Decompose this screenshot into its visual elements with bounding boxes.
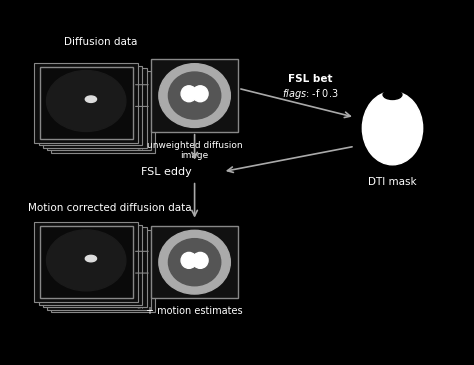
Bar [35, 222, 138, 302]
Bar [51, 73, 155, 153]
Ellipse shape [362, 92, 423, 165]
Ellipse shape [85, 255, 97, 262]
Bar [39, 226, 133, 298]
Bar [151, 226, 238, 299]
Text: + motion estimates: + motion estimates [146, 306, 243, 316]
Ellipse shape [46, 230, 126, 291]
Ellipse shape [159, 64, 230, 127]
Text: ...: ... [136, 303, 144, 311]
Text: unweighted diffusion
image: unweighted diffusion image [147, 141, 242, 160]
Text: $\it{flags}$: -f 0.3: $\it{flags}$: -f 0.3 [282, 87, 338, 101]
Bar [355, 88, 430, 168]
Ellipse shape [168, 72, 221, 119]
Text: FSL eddy: FSL eddy [141, 167, 191, 177]
Text: Motion corrected diffusion data: Motion corrected diffusion data [28, 203, 191, 213]
Ellipse shape [181, 86, 197, 102]
Ellipse shape [383, 90, 402, 100]
Bar [47, 70, 151, 150]
Bar [151, 59, 238, 132]
Bar [35, 63, 138, 143]
Bar [51, 233, 155, 312]
Ellipse shape [181, 253, 197, 268]
Text: Diffusion data: Diffusion data [64, 36, 137, 47]
Ellipse shape [159, 230, 230, 294]
Ellipse shape [85, 96, 97, 103]
Bar [43, 227, 146, 307]
Bar [38, 225, 142, 304]
Bar [43, 68, 146, 148]
Text: FSL bet: FSL bet [288, 74, 332, 84]
Bar [39, 67, 133, 139]
Bar [38, 65, 142, 145]
Text: DTI mask: DTI mask [368, 177, 417, 187]
Ellipse shape [168, 239, 221, 286]
Text: ...: ... [136, 143, 144, 152]
Ellipse shape [192, 253, 208, 268]
Bar [47, 230, 151, 310]
Ellipse shape [46, 70, 126, 131]
Ellipse shape [192, 86, 208, 102]
